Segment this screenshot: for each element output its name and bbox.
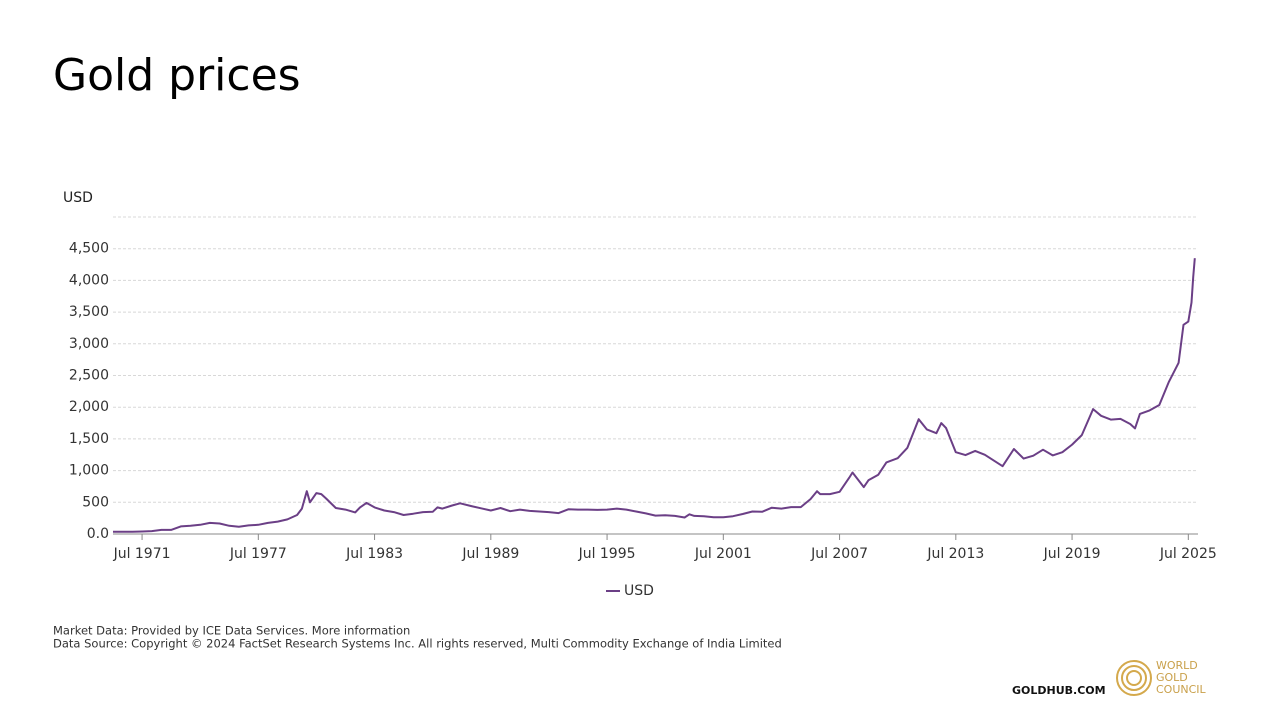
chart-title: Gold prices xyxy=(53,50,301,101)
logo-text: WORLD xyxy=(1156,659,1198,672)
y-tick-label: 2,500 xyxy=(69,368,109,384)
logo-ring xyxy=(1116,660,1152,696)
logo-ring xyxy=(1121,665,1147,691)
x-tick-label: Jul 2001 xyxy=(694,546,752,562)
y-tick-label: 3,000 xyxy=(69,336,109,352)
footnote: Data Source: Copyright © 2024 FactSet Re… xyxy=(53,637,782,651)
x-tick-label: Jul 1983 xyxy=(345,546,403,562)
logo-text: GOLD xyxy=(1156,671,1188,684)
x-tick-label: Jul 1971 xyxy=(113,546,171,562)
y-tick-label: 4,000 xyxy=(69,272,109,288)
x-tick-label: Jul 2019 xyxy=(1043,546,1101,562)
y-tick-label: 1,000 xyxy=(69,463,109,479)
x-tick-label: Jul 2025 xyxy=(1159,546,1217,562)
site-link[interactable]: GOLDHUB.COM xyxy=(1012,684,1106,697)
y-tick-label: 3,500 xyxy=(69,304,109,320)
y-axis-label: USD xyxy=(63,190,93,206)
x-tick-label: Jul 2013 xyxy=(926,546,984,562)
y-tick-label: 4,500 xyxy=(69,241,109,257)
footnote: Market Data: Provided by ICE Data Servic… xyxy=(53,624,410,638)
x-tick-label: Jul 2007 xyxy=(810,546,868,562)
y-tick-label: 500 xyxy=(82,494,109,510)
x-tick-label: Jul 1995 xyxy=(578,546,636,562)
y-tick-label: 0.0 xyxy=(87,526,109,542)
logo: WORLD GOLD COUNCIL xyxy=(1116,659,1207,696)
y-tick-label: 1,500 xyxy=(69,431,109,447)
logo-text: COUNCIL xyxy=(1156,683,1207,696)
x-tick-label: Jul 1977 xyxy=(229,546,287,562)
logo-ring xyxy=(1126,670,1142,686)
x-tick-label: Jul 1989 xyxy=(461,546,519,562)
data-line xyxy=(113,258,1196,533)
legend-label: USD xyxy=(624,583,654,599)
y-tick-label: 2,000 xyxy=(69,399,109,415)
